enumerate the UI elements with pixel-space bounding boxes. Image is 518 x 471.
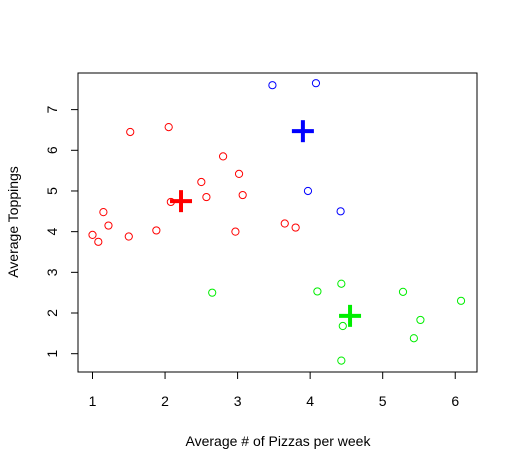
- centroid-marker: [339, 304, 362, 327]
- data-point: [197, 177, 206, 187]
- data-point: [126, 127, 135, 137]
- data-point: [208, 288, 217, 297]
- data-point: [104, 221, 113, 230]
- x-tick-label: 6: [451, 393, 459, 409]
- data-point: [164, 123, 173, 132]
- data-point: [409, 334, 418, 343]
- data-point: [218, 152, 228, 161]
- data-point: [238, 190, 247, 200]
- y-tick-label: 4: [44, 228, 60, 236]
- x-tick-label: 5: [379, 393, 387, 409]
- data-point: [124, 232, 133, 241]
- data-point: [337, 356, 346, 365]
- plot-box: [77, 72, 478, 373]
- y-tick-label: 2: [44, 309, 60, 317]
- data-point: [94, 237, 103, 246]
- data-point: [280, 219, 289, 228]
- data-point: [456, 296, 466, 305]
- y-axis: 1 2 3 4 5 6 7: [44, 106, 79, 358]
- cluster-centroids: [170, 120, 362, 327]
- data-point: [234, 169, 244, 178]
- y-tick-label: 3: [44, 268, 60, 276]
- data-point: [88, 230, 97, 240]
- y-tick-label: 7: [44, 106, 60, 114]
- y-tick-label: 5: [44, 187, 60, 195]
- x-tick-label: 2: [161, 393, 169, 409]
- data-point: [202, 192, 211, 202]
- data-point: [311, 79, 321, 88]
- centroid-marker: [291, 120, 314, 143]
- y-tick-label: 1: [44, 350, 60, 358]
- x-tick-label: 3: [234, 393, 242, 409]
- data-point: [152, 226, 161, 235]
- data-point: [231, 227, 240, 236]
- data-point: [291, 223, 300, 232]
- centroid-marker: [170, 190, 193, 213]
- data-point: [303, 186, 313, 196]
- data-point: [338, 321, 347, 331]
- y-tick-label: 6: [44, 146, 60, 154]
- y-axis-label: Average Toppings: [5, 166, 21, 278]
- x-axis-label: Average # of Pizzas per week: [186, 433, 372, 449]
- data-point: [398, 287, 408, 296]
- data-point: [336, 207, 345, 216]
- x-tick-label: 1: [89, 393, 97, 409]
- x-axis: 1 2 3 4 5 6: [89, 371, 459, 409]
- data-point: [268, 81, 277, 90]
- x-tick-label: 4: [306, 393, 314, 409]
- data-point: [416, 315, 425, 325]
- data-point: [99, 208, 108, 217]
- data-point: [313, 287, 322, 296]
- data-points: [88, 79, 466, 365]
- data-point: [337, 279, 346, 288]
